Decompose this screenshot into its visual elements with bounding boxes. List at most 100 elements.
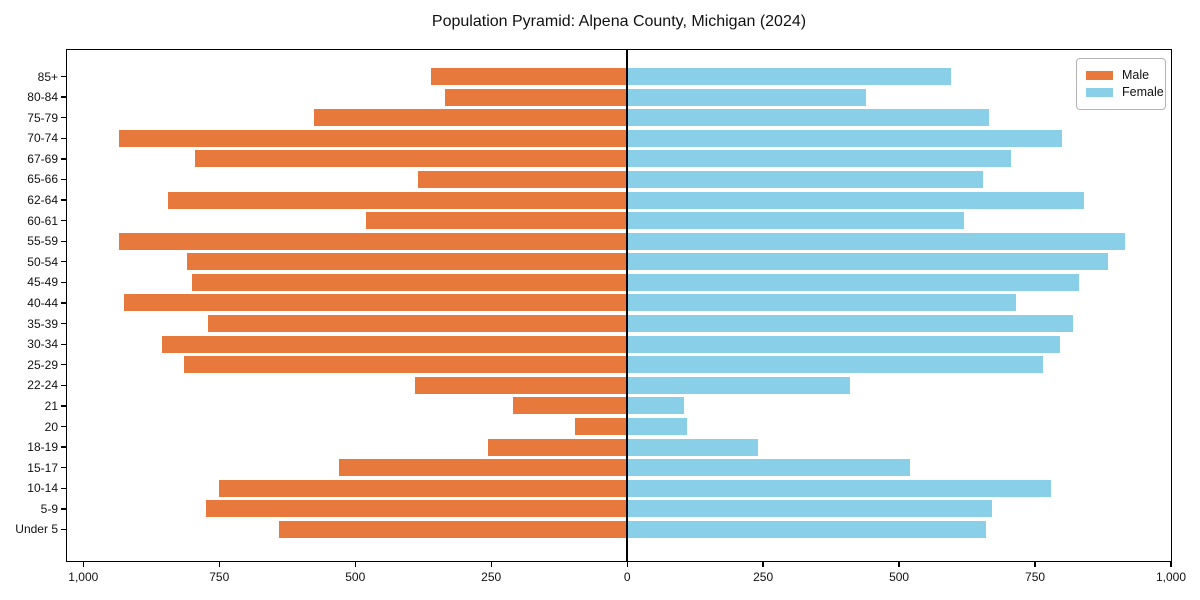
female-bar: [627, 438, 758, 456]
x-axis-tick: [626, 562, 628, 567]
age-group-label: 45-49: [27, 275, 58, 290]
x-axis-tick-label: 250: [481, 570, 502, 584]
age-group-label: 10-14: [27, 481, 58, 496]
male-bar: [205, 500, 628, 518]
female-bar: [627, 68, 951, 85]
male-bar: [186, 253, 628, 271]
y-axis-tick: [61, 199, 67, 201]
female-bar: [627, 109, 989, 127]
age-group-label: 35-39: [27, 316, 58, 331]
female-bar: [627, 170, 984, 188]
male-bar: [279, 520, 628, 538]
y-axis-tick: [61, 487, 67, 489]
x-axis-tick-label: 1,000: [1155, 570, 1187, 584]
male-bar: [512, 397, 628, 415]
age-group-label: 70-74: [27, 131, 58, 146]
male-bar: [417, 170, 628, 188]
male-bar: [366, 212, 628, 230]
y-axis-tick: [61, 178, 67, 181]
chart-title: Population Pyramid: Alpena County, Michi…: [431, 13, 807, 30]
x-axis-tick: [82, 562, 84, 567]
x-axis-tick: [762, 562, 764, 567]
female-bar: [627, 150, 1011, 168]
male-bar: [431, 68, 628, 85]
male-bar: [162, 335, 628, 353]
age-group-label: 80-84: [27, 90, 58, 105]
male-color-swatch: [1086, 71, 1113, 80]
age-group-label: 18-19: [27, 440, 58, 455]
female-bar: [627, 315, 1074, 333]
male-bar: [575, 418, 628, 436]
y-axis-tick: [61, 425, 67, 428]
x-axis-tick-label: 750: [209, 570, 230, 584]
male-bar: [167, 191, 628, 209]
x-axis-tick: [1170, 562, 1172, 567]
female-bar: [627, 88, 867, 106]
legend-entry-male: Male: [1086, 68, 1156, 83]
legend: Male Female: [1076, 58, 1166, 110]
age-group-label: 21: [44, 398, 58, 413]
x-axis-tick: [898, 562, 900, 567]
male-bar: [124, 294, 628, 312]
age-group-label: 22-24: [27, 378, 58, 393]
male-bar: [488, 438, 628, 456]
age-group-label: Under 5: [15, 522, 58, 537]
male-bar: [314, 109, 628, 127]
y-axis-tick: [61, 528, 67, 531]
plot-area: Male Female 85+ 80-84 75-79 70-74 67-69 65-66…: [15, 49, 1186, 584]
y-axis-tick: [61, 219, 67, 222]
female-bar: [627, 191, 1084, 209]
x-axis-tick: [218, 562, 220, 567]
female-bar: [627, 397, 685, 415]
y-axis-tick: [61, 467, 67, 469]
male-bar: [118, 232, 628, 250]
age-group-label: 5-9: [40, 501, 58, 516]
female-bar: [627, 356, 1044, 374]
male-bar: [192, 273, 628, 291]
female-bar: [627, 479, 1052, 497]
age-group-label: 85+: [37, 69, 58, 84]
female-bar: [627, 253, 1109, 271]
y-axis-tick: [61, 158, 67, 160]
age-group-label: 15-17: [27, 460, 58, 475]
age-group-label: 30-34: [27, 337, 58, 352]
y-axis-tick: [61, 302, 67, 304]
zero-axis-line: [626, 50, 629, 561]
age-group-label: 62-64: [27, 193, 58, 208]
y-axis-tick: [61, 343, 67, 345]
male-bar: [415, 376, 628, 394]
y-axis-tick: [61, 508, 67, 510]
y-axis-tick: [61, 446, 67, 448]
male-bar: [194, 150, 628, 168]
y-axis-tick: [61, 117, 67, 119]
male-bar: [219, 479, 628, 497]
age-group-label: 75-79: [27, 110, 58, 125]
female-color-swatch: [1086, 88, 1113, 97]
female-bar: [627, 294, 1016, 312]
legend-female-label: Female: [1122, 85, 1164, 99]
male-bar: [183, 356, 628, 374]
age-group-label: 65-66: [27, 172, 58, 187]
x-axis-tick: [490, 562, 492, 567]
y-axis-tick: [61, 281, 67, 284]
age-group-label: 55-59: [27, 234, 58, 249]
y-axis-tick: [61, 384, 67, 386]
age-group-label: 20: [44, 419, 58, 434]
age-group-label: 40-44: [27, 295, 58, 310]
female-bar: [627, 335, 1060, 353]
y-axis-tick: [61, 322, 67, 325]
male-bar: [208, 315, 628, 333]
female-bar: [627, 273, 1079, 291]
female-bar: [627, 212, 965, 230]
female-bar: [627, 129, 1063, 147]
female-bar: [627, 500, 992, 518]
age-group-label: 50-54: [27, 254, 58, 269]
x-axis-tick-label: 250: [753, 570, 774, 584]
y-axis-tick: [61, 240, 67, 242]
x-axis-tick: [1034, 562, 1036, 567]
x-axis-tick-label: 0: [623, 570, 631, 584]
y-axis-tick: [61, 137, 67, 139]
male-bar: [444, 88, 628, 106]
female-bar: [627, 520, 987, 538]
age-group-label: 60-61: [27, 213, 58, 228]
